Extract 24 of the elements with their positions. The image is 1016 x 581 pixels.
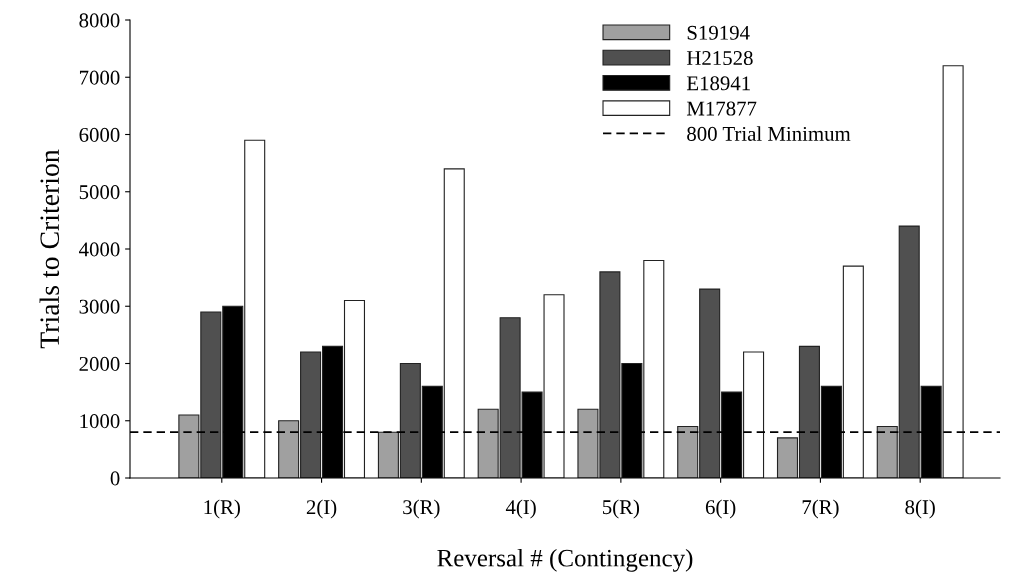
y-tick-label: 0	[110, 471, 120, 486]
y-tick-label: 6000	[79, 127, 120, 142]
y-tick-label: 5000	[79, 185, 120, 200]
legend-label: S19194	[687, 25, 750, 40]
y-tick-label: 1000	[80, 414, 120, 429]
legend-label: H21528	[686, 51, 753, 66]
y-tick-label: 3000	[79, 299, 120, 314]
x-tick-label: 5(R)	[602, 499, 640, 519]
x-tick-label: 1(R)	[204, 499, 240, 519]
y-tick-label: 4000	[79, 242, 120, 257]
x-axis-title: Reversal # (Contingency)	[437, 548, 693, 572]
y-tick-label: 8000	[79, 13, 120, 28]
x-tick-label: 3(R)	[403, 499, 440, 519]
x-tick-label: 2(I)	[306, 499, 337, 519]
x-tick-label: 4(I)	[505, 499, 536, 519]
legend-label: E18941	[686, 76, 750, 91]
x-tick-label: 8(I)	[905, 499, 935, 519]
y-tick-label: 2000	[79, 356, 120, 371]
y-tick-label: 7000	[79, 70, 120, 85]
x-tick-label: 6(I)	[705, 499, 736, 519]
legend-label: M17877	[686, 101, 757, 116]
y-axis-title: Trials to Criterion	[39, 149, 60, 349]
legend-label: 800 Trial Minimum	[687, 126, 851, 141]
x-tick-label: 7(R)	[802, 499, 839, 519]
